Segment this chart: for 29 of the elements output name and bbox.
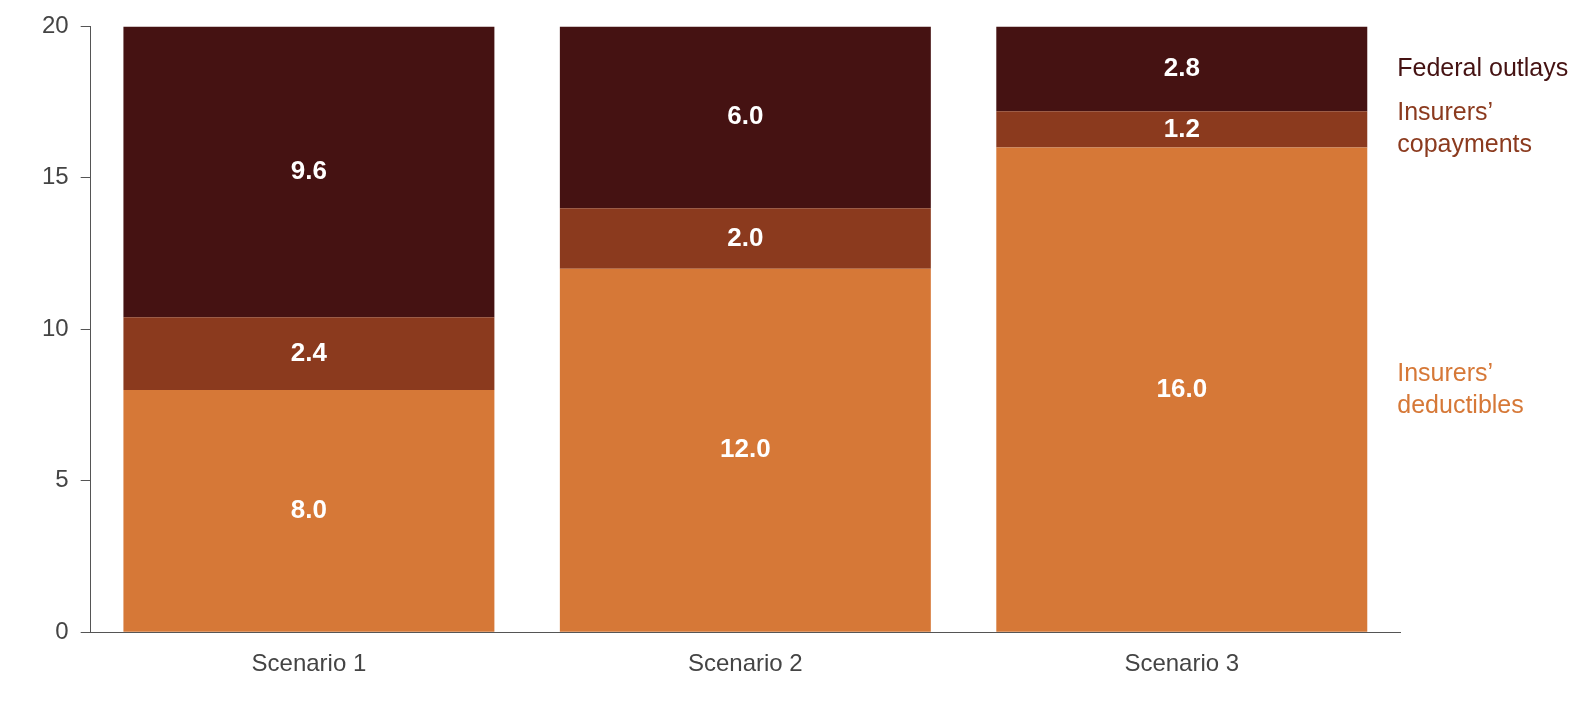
y-tick-label: 15	[41, 162, 69, 190]
data-label: 6.0	[727, 100, 764, 131]
data-label: 2.0	[727, 221, 764, 252]
bar	[996, 147, 1368, 632]
data-label: 16.0	[1156, 372, 1208, 403]
data-label: 8.0	[290, 493, 327, 524]
data-label: 9.6	[290, 154, 327, 185]
y-tick-label: 20	[41, 11, 69, 39]
bar	[559, 268, 931, 632]
y-tick-label: 10	[41, 313, 69, 341]
data-label: 2.4	[290, 336, 328, 367]
data-label: 2.8	[1163, 51, 1200, 82]
bar	[123, 317, 495, 390]
series-label: Federal outlays	[1397, 52, 1569, 81]
data-label: 1.2	[1163, 112, 1200, 143]
bar	[123, 389, 495, 632]
bar	[996, 111, 1368, 148]
bar	[996, 26, 1368, 112]
bar	[559, 208, 931, 269]
y-tick-label: 0	[55, 616, 69, 644]
x-tick-label: Scenario 1	[251, 649, 367, 677]
x-tick-label: Scenario 2	[687, 649, 803, 677]
series-label: Insurers’ deductibles	[1397, 357, 1524, 418]
series-label: Insurers’ copayments	[1397, 97, 1533, 158]
bar	[123, 26, 495, 318]
y-tick-label: 5	[55, 465, 69, 493]
data-label: 12.0	[720, 433, 771, 464]
x-tick-label: Scenario 3	[1124, 649, 1240, 677]
bar	[559, 26, 931, 209]
